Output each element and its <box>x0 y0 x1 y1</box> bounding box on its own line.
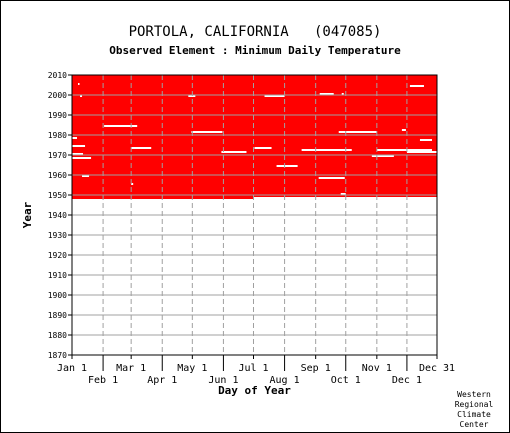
credit-line: Center <box>459 420 489 429</box>
y-tick-label: 1910 <box>48 271 67 280</box>
missing-data-segment <box>409 85 424 87</box>
missing-data-segment <box>131 147 152 149</box>
grid-layer <box>72 75 437 355</box>
x-tick-label: Jul 1 <box>238 363 268 374</box>
x-axis-title: Day of Year <box>218 384 291 397</box>
credit-block: Western Regional Climate Center <box>444 390 504 430</box>
x-tick-label: Apr 1 <box>147 375 177 386</box>
x-tick-label: Dec 31 <box>419 363 455 374</box>
chart-subtitle: Observed Element : Minimum Daily Tempera… <box>109 44 401 57</box>
missing-data-segment <box>80 95 83 97</box>
missing-data-segment <box>319 93 334 95</box>
x-tick-label: May 1 <box>177 363 207 374</box>
y-tick-label: 1890 <box>48 311 67 320</box>
y-tick-label: 2010 <box>48 71 67 80</box>
x-tick-label: Jun 1 <box>208 375 238 386</box>
missing-data-segment <box>72 145 86 147</box>
missing-data-segment <box>376 149 432 151</box>
y-tick-label: 1940 <box>48 211 67 220</box>
missing-data-segment <box>406 151 437 153</box>
y-tick-label: 1970 <box>48 151 67 160</box>
x-tick-label: Dec 1 <box>392 375 422 386</box>
data-layer <box>72 75 437 199</box>
y-tick-label: 2000 <box>48 91 67 100</box>
missing-data-segment <box>221 151 247 153</box>
x-tick-label: Sep 1 <box>301 363 331 374</box>
missing-data-segment <box>276 165 298 167</box>
credit-line: Climate <box>457 410 491 419</box>
missing-data-segment <box>340 193 346 195</box>
credit-line: Western <box>457 390 491 399</box>
y-tick-label: 1870 <box>48 351 67 360</box>
missing-data-segment <box>401 129 406 131</box>
missing-data-segment <box>72 157 92 159</box>
missing-data-segment <box>253 197 437 199</box>
x-tick-label: Aug 1 <box>270 375 300 386</box>
missing-data-segment <box>419 139 432 141</box>
axes-layer <box>68 74 438 371</box>
missing-data-segment <box>254 147 272 149</box>
missing-data-segment <box>341 93 344 95</box>
missing-data-segment <box>72 153 84 155</box>
missing-data-segment <box>191 131 223 133</box>
labels-layer: 1870 1880 1890 1900 1910 1920 1930 1940 1950 1960… <box>21 71 455 397</box>
y-tick-label: 1900 <box>48 291 67 300</box>
y-tick-label: 1880 <box>48 331 67 340</box>
missing-data-segment <box>72 137 78 139</box>
missing-data-segment <box>338 131 377 133</box>
missing-data-segment <box>131 183 134 185</box>
x-tick-label: Jan 1 <box>57 363 87 374</box>
y-axis-title: Year <box>21 201 34 228</box>
credit-line: Regional <box>454 400 494 409</box>
y-tick-label: 1950 <box>48 191 67 200</box>
data-coverage-block <box>72 75 437 199</box>
plot-border <box>71 74 438 356</box>
missing-data-segment <box>188 95 196 97</box>
x-tick-label: Feb 1 <box>88 375 118 386</box>
x-tick-label: Oct 1 <box>331 375 361 386</box>
x-tick-label: Nov 1 <box>362 363 392 374</box>
x-tick-label: Mar 1 <box>116 363 146 374</box>
missing-data-segment <box>104 125 138 127</box>
missing-data-segment <box>264 95 285 97</box>
y-tick-label: 1960 <box>48 171 67 180</box>
missing-data-segment <box>301 149 352 151</box>
y-tick-label: 1920 <box>48 251 67 260</box>
chart-title: PORTOLA, CALIFORNIA (047085) <box>128 24 382 40</box>
y-tick-label: 1980 <box>48 131 67 140</box>
missing-data-segment <box>371 155 394 157</box>
missing-data-segment <box>78 83 80 85</box>
y-tick-label: 1930 <box>48 231 67 240</box>
missing-data-segment <box>82 175 90 177</box>
y-tick-label: 1990 <box>48 111 67 120</box>
missing-data-segment <box>318 177 345 179</box>
